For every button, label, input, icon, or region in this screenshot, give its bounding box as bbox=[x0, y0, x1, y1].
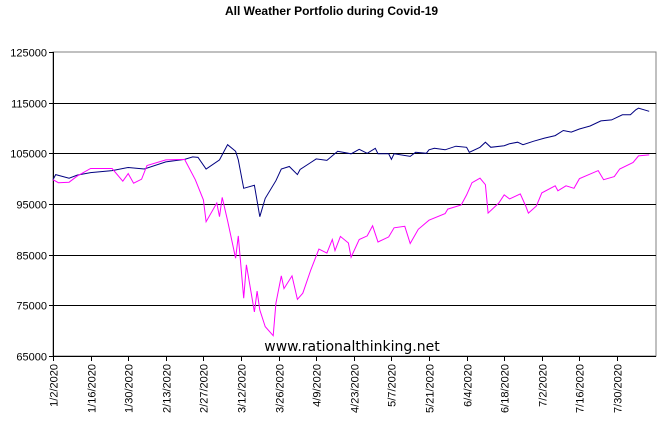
y-tick-label: 65000 bbox=[16, 352, 47, 364]
x-tick-label: 7/16/2020 bbox=[575, 364, 587, 413]
x-tick-label: 4/23/2020 bbox=[350, 364, 362, 413]
x-tick-label: 4/9/2020 bbox=[312, 364, 324, 407]
x-tick-label: 3/12/2020 bbox=[237, 364, 249, 413]
x-tick-label: 6/18/2020 bbox=[500, 364, 512, 413]
watermark-annotation: www.rationalthinking.net bbox=[264, 339, 440, 355]
x-tick-label: 5/7/2020 bbox=[387, 364, 399, 407]
y-tick-label: 125000 bbox=[10, 48, 47, 60]
series-line-0 bbox=[52, 107, 650, 217]
x-tick-label: 1/30/2020 bbox=[124, 364, 136, 413]
x-tick-label: 5/21/2020 bbox=[425, 364, 437, 413]
series-line-1 bbox=[52, 154, 650, 337]
chart-title: All Weather Portfolio during Covid-19 bbox=[224, 4, 439, 18]
y-tick-label: 85000 bbox=[16, 251, 47, 263]
y-tick-label: 115000 bbox=[11, 99, 47, 111]
x-tick-label: 1/16/2020 bbox=[87, 364, 99, 413]
x-tick-label: 1/2/2020 bbox=[49, 364, 61, 407]
x-tick-label: 7/2/2020 bbox=[538, 364, 550, 407]
x-tick-label: 2/13/2020 bbox=[162, 364, 174, 413]
y-tick-label: 105000 bbox=[10, 149, 47, 161]
y-tick-label: 95000 bbox=[16, 200, 47, 212]
x-tick-label: 7/30/2020 bbox=[613, 364, 625, 413]
x-tick-label: 3/26/2020 bbox=[275, 364, 287, 413]
y-tick-label: 75000 bbox=[16, 301, 47, 313]
x-tick-label: 6/4/2020 bbox=[463, 364, 475, 407]
x-tick-label: 2/27/2020 bbox=[199, 364, 211, 413]
